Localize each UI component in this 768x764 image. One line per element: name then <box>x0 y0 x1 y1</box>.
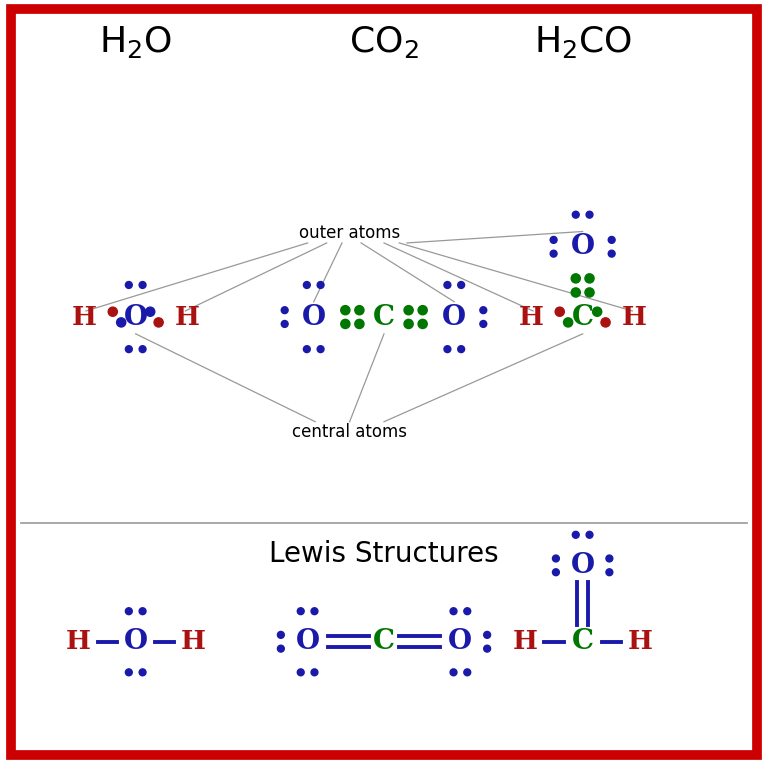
Circle shape <box>572 211 579 218</box>
Text: C: C <box>373 303 395 331</box>
Circle shape <box>303 346 310 353</box>
Text: C: C <box>571 303 594 331</box>
Text: outer atoms: outer atoms <box>299 224 400 242</box>
Circle shape <box>311 608 318 614</box>
Circle shape <box>550 251 557 257</box>
Circle shape <box>146 307 155 316</box>
Circle shape <box>606 555 613 562</box>
Circle shape <box>317 346 324 353</box>
Circle shape <box>458 281 465 288</box>
Circle shape <box>464 608 471 614</box>
Circle shape <box>585 288 594 297</box>
Text: O: O <box>571 233 594 261</box>
Text: H: H <box>71 305 96 329</box>
FancyBboxPatch shape <box>12 9 756 755</box>
Circle shape <box>125 669 132 676</box>
Circle shape <box>484 645 491 652</box>
Circle shape <box>450 608 457 614</box>
Circle shape <box>444 346 451 353</box>
Text: CO$_2$: CO$_2$ <box>349 24 419 60</box>
Text: Lewis Structures: Lewis Structures <box>270 540 498 568</box>
Circle shape <box>484 631 491 639</box>
Circle shape <box>281 306 288 314</box>
Text: O: O <box>124 303 147 331</box>
Circle shape <box>418 306 427 315</box>
Circle shape <box>552 568 559 576</box>
Circle shape <box>608 237 615 243</box>
Circle shape <box>139 608 146 614</box>
Circle shape <box>444 281 451 288</box>
Circle shape <box>125 281 132 288</box>
Circle shape <box>585 274 594 283</box>
Circle shape <box>117 318 126 327</box>
Circle shape <box>571 274 581 283</box>
Text: O: O <box>442 303 466 331</box>
Circle shape <box>341 319 350 329</box>
Circle shape <box>297 608 304 614</box>
Circle shape <box>593 307 602 316</box>
Circle shape <box>464 669 471 676</box>
Text: C: C <box>571 628 594 656</box>
Circle shape <box>404 306 413 315</box>
Circle shape <box>450 669 457 676</box>
Circle shape <box>564 318 573 327</box>
Text: H: H <box>175 305 200 329</box>
Circle shape <box>355 306 364 315</box>
Text: H$_2$CO: H$_2$CO <box>534 24 632 60</box>
Circle shape <box>125 346 132 353</box>
Circle shape <box>606 568 613 576</box>
Text: H: H <box>627 630 652 654</box>
Text: H: H <box>513 630 538 654</box>
Circle shape <box>297 669 304 676</box>
Circle shape <box>154 318 164 327</box>
Text: O: O <box>571 552 594 579</box>
Text: H: H <box>66 630 91 654</box>
Circle shape <box>277 631 284 639</box>
Circle shape <box>277 645 284 652</box>
Text: central atoms: central atoms <box>292 422 407 441</box>
Circle shape <box>139 281 146 288</box>
Circle shape <box>303 281 310 288</box>
Circle shape <box>571 288 581 297</box>
Circle shape <box>550 237 557 243</box>
Circle shape <box>572 532 579 538</box>
Circle shape <box>317 281 324 288</box>
Circle shape <box>139 669 146 676</box>
Circle shape <box>341 306 350 315</box>
Circle shape <box>480 306 487 314</box>
Text: O: O <box>124 628 147 656</box>
Circle shape <box>608 251 615 257</box>
Circle shape <box>552 555 559 562</box>
Circle shape <box>355 319 364 329</box>
Circle shape <box>108 307 118 316</box>
Text: O: O <box>302 303 326 331</box>
Circle shape <box>311 669 318 676</box>
Circle shape <box>139 346 146 353</box>
Text: O: O <box>296 628 319 656</box>
Circle shape <box>586 532 593 538</box>
Circle shape <box>404 319 413 329</box>
Text: O: O <box>449 628 472 656</box>
Circle shape <box>458 346 465 353</box>
Circle shape <box>601 318 610 327</box>
Circle shape <box>586 211 593 218</box>
Text: H: H <box>180 630 205 654</box>
Circle shape <box>418 319 427 329</box>
Circle shape <box>281 321 288 327</box>
Circle shape <box>480 321 487 327</box>
Circle shape <box>125 608 132 614</box>
Text: H: H <box>622 305 647 329</box>
Text: C: C <box>373 628 395 656</box>
Circle shape <box>555 307 564 316</box>
Text: H$_2$O: H$_2$O <box>99 24 172 60</box>
Text: H: H <box>518 305 543 329</box>
